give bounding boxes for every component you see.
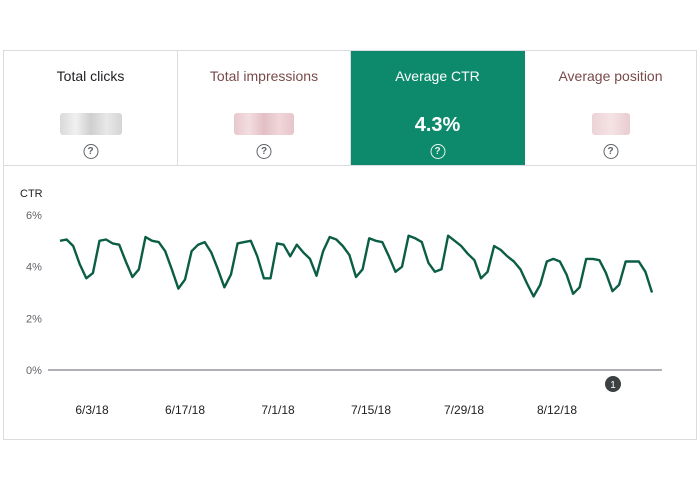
ctr-line-chart: CTR 6% 4% 2% 0% 6/3/18 6/17/18 7/1/18 7/15/18 7/2…	[20, 188, 662, 417]
help-icon[interactable]: ?	[603, 144, 618, 159]
tab-total-clicks[interactable]: Total clicks ?	[4, 51, 178, 165]
blurred-value	[59, 113, 122, 135]
annotation-marker	[605, 376, 621, 392]
blurred-value	[234, 113, 294, 135]
help-icon[interactable]: ?	[430, 144, 445, 159]
help-icon[interactable]: ?	[83, 144, 98, 159]
y-tick-label: 6%	[26, 210, 42, 222]
performance-card: Total clicks ? Total impressions ? Avera…	[3, 50, 697, 440]
tab-label: Average CTR	[395, 68, 480, 84]
metric-value: 4.3%	[414, 114, 461, 136]
tab-label: Total clicks	[56, 68, 125, 84]
help-icon[interactable]: ?	[256, 144, 272, 159]
y-tick-label: 4%	[26, 262, 42, 274]
x-tick-label: 8/12/18	[537, 403, 577, 417]
tab-average-position[interactable]: Average position ?	[525, 51, 696, 165]
tab-average-ctr[interactable]: Average CTR 4.3% ?	[351, 51, 525, 165]
annotation-label: 1	[610, 380, 616, 391]
tab-total-impressions[interactable]: Total impressions ?	[178, 51, 351, 165]
x-tick-label: 7/1/18	[261, 403, 295, 417]
y-tick-label: 2%	[26, 313, 42, 325]
x-tick-label: 6/3/18	[75, 403, 109, 417]
y-axis-title: CTR	[20, 188, 43, 200]
ctr-series-line	[59, 234, 654, 298]
y-tick-label: 0%	[26, 365, 42, 377]
tab-label: Total impressions	[209, 68, 319, 84]
blurred-value	[591, 113, 630, 135]
x-tick-label: 7/15/18	[351, 403, 391, 417]
x-tick-label: 7/29/18	[444, 403, 484, 417]
metric-tabs: Total clicks ? Total impressions ? Avera…	[4, 51, 696, 166]
tab-label: Average position	[558, 68, 663, 84]
x-tick-label: 6/17/18	[165, 403, 205, 417]
